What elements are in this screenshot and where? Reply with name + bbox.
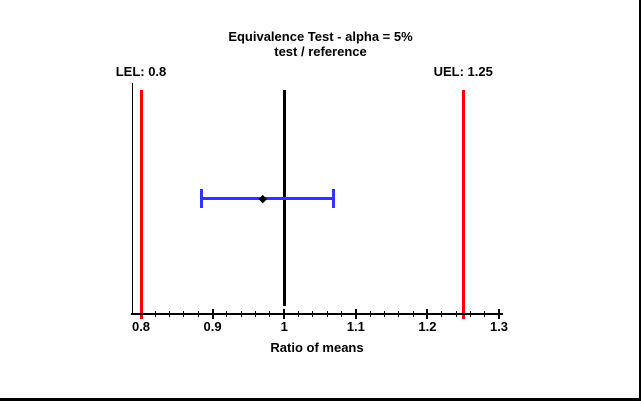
point-marker-diamond: [258, 194, 267, 203]
x-axis-line: [131, 313, 503, 315]
uel-line: [461, 90, 465, 319]
x-tick-label: 1.1: [346, 319, 365, 334]
x-tick-label: 1.2: [418, 319, 437, 334]
frame-border-right: [639, 0, 641, 401]
lel-label: LEL: 0.8: [115, 64, 167, 79]
ci-cap-right: [332, 189, 336, 208]
ci-bar: [199, 197, 336, 200]
x-tick-label: 1: [280, 319, 288, 334]
chart-subtitle: test / reference: [274, 44, 367, 59]
x-axis-label: Ratio of means: [270, 340, 364, 355]
uel-label: UEL: 1.25: [433, 64, 493, 79]
x-tick-label: 1.3: [489, 319, 509, 334]
x-tick-label: 0.9: [203, 319, 222, 334]
ci-cap-left: [199, 189, 203, 208]
x-tick-label: 0.8: [131, 319, 151, 334]
chart-title: Equivalence Test - alpha = 5%: [228, 29, 413, 44]
lel-line: [139, 90, 143, 319]
frame-border-bottom: [0, 398, 641, 401]
y-axis-line: [132, 83, 133, 314]
